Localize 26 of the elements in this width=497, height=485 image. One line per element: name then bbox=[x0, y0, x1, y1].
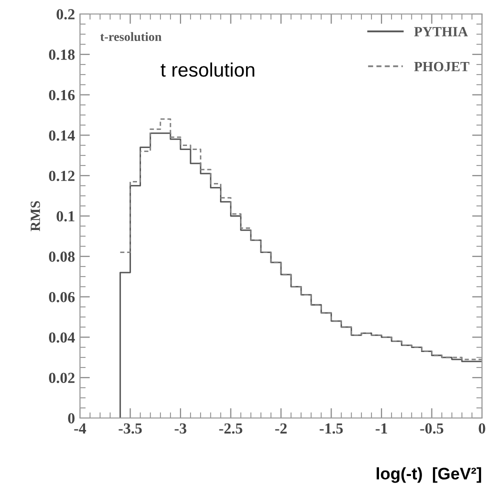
x-tick-label: -2 bbox=[275, 423, 287, 434]
y-tick-label: 0 bbox=[68, 413, 75, 424]
x-tick-label: -1 bbox=[376, 423, 388, 434]
legend-label: PYTHIA bbox=[414, 27, 468, 36]
legend-label: PHOJET bbox=[414, 62, 470, 72]
y-tick-label: 0.04 bbox=[48, 332, 75, 343]
y-tick-label: 0.16 bbox=[48, 90, 75, 100]
y-axis-title: RMS bbox=[30, 201, 40, 232]
x-tick-label: 0 bbox=[478, 423, 486, 434]
y-tick-label: 0.12 bbox=[48, 170, 74, 182]
x-tick-label: -0.5 bbox=[420, 423, 444, 434]
x-tick-label: -3.5 bbox=[118, 423, 142, 434]
x-tick-label: -3 bbox=[174, 423, 186, 434]
x-axis-title: log(-t) [GeV²] bbox=[376, 467, 482, 483]
y-tick-label: 0.02 bbox=[48, 372, 74, 384]
y-tick-label: 0.1 bbox=[56, 211, 74, 222]
x-tick-label: -2.5 bbox=[219, 423, 242, 434]
y-tick-label: 0.06 bbox=[48, 292, 75, 302]
annotation: t-resolution bbox=[100, 32, 162, 42]
y-tick-label: 0.2 bbox=[56, 9, 74, 20]
y-tick-label: 0.18 bbox=[48, 50, 75, 60]
annotation: t resolution bbox=[160, 62, 254, 77]
x-tick-label: -1.5 bbox=[320, 423, 343, 434]
y-tick-label: 0.14 bbox=[48, 130, 75, 141]
y-tick-label: 0.08 bbox=[48, 252, 75, 262]
x-tick-label: -4 bbox=[74, 423, 86, 434]
